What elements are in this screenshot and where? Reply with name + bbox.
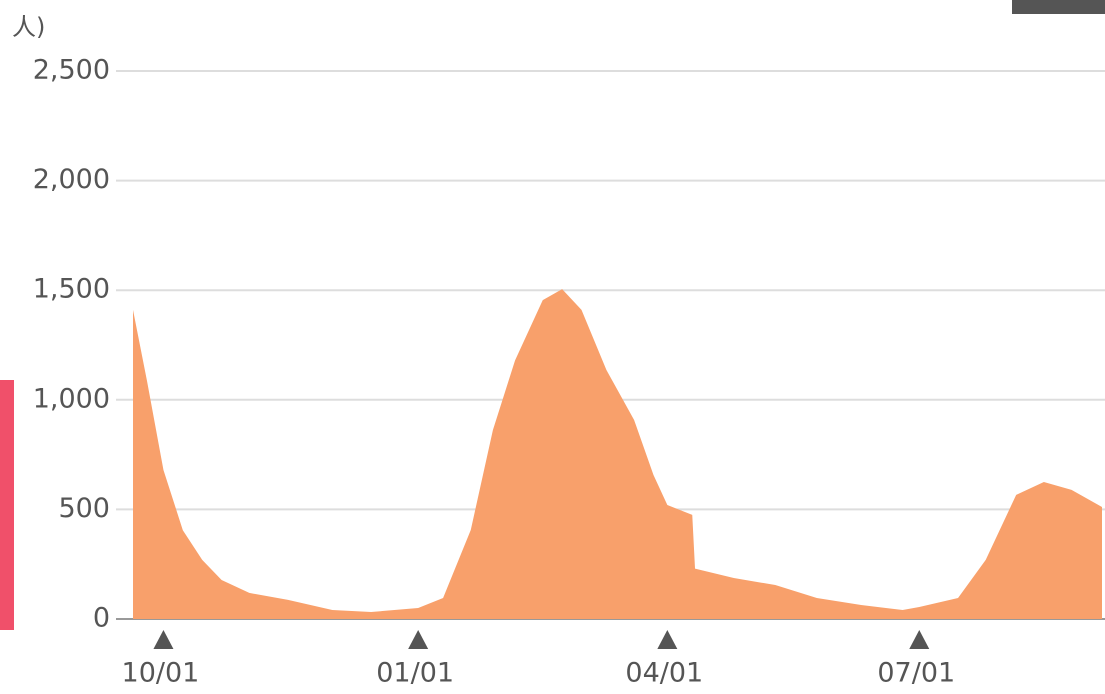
x-tick-label: 07/01 — [877, 658, 955, 689]
x-tick-label: 01/01 — [376, 658, 454, 689]
x-tick-label: 10/01 — [122, 658, 200, 689]
x-tick-marker — [909, 630, 929, 649]
page: {"chart_data": {"type": "area", "y_label… — [0, 0, 1105, 694]
y-tick-label: 1,000 — [33, 383, 110, 414]
y-tick-label: 500 — [58, 493, 110, 524]
x-tick-marker — [153, 630, 173, 649]
y-tick-label: 1,500 — [33, 274, 110, 305]
area — [133, 289, 1102, 619]
y-tick-label: 2,500 — [33, 55, 110, 86]
x-tick-label: 04/01 — [625, 658, 703, 689]
y-tick-label: 2,000 — [33, 164, 110, 195]
neighbor-chart-edge — [0, 380, 14, 630]
x-tick-marker — [657, 630, 677, 649]
y-axis-unit: 人) — [12, 13, 45, 41]
chart: 人) 0 500 1,000 1,500 2,000 2,500 10/01 01/01 04/… — [0, 0, 1105, 694]
x-tick-marker — [408, 630, 428, 649]
y-tick-label: 0 — [93, 603, 110, 634]
corner-image — [1012, 0, 1105, 14]
